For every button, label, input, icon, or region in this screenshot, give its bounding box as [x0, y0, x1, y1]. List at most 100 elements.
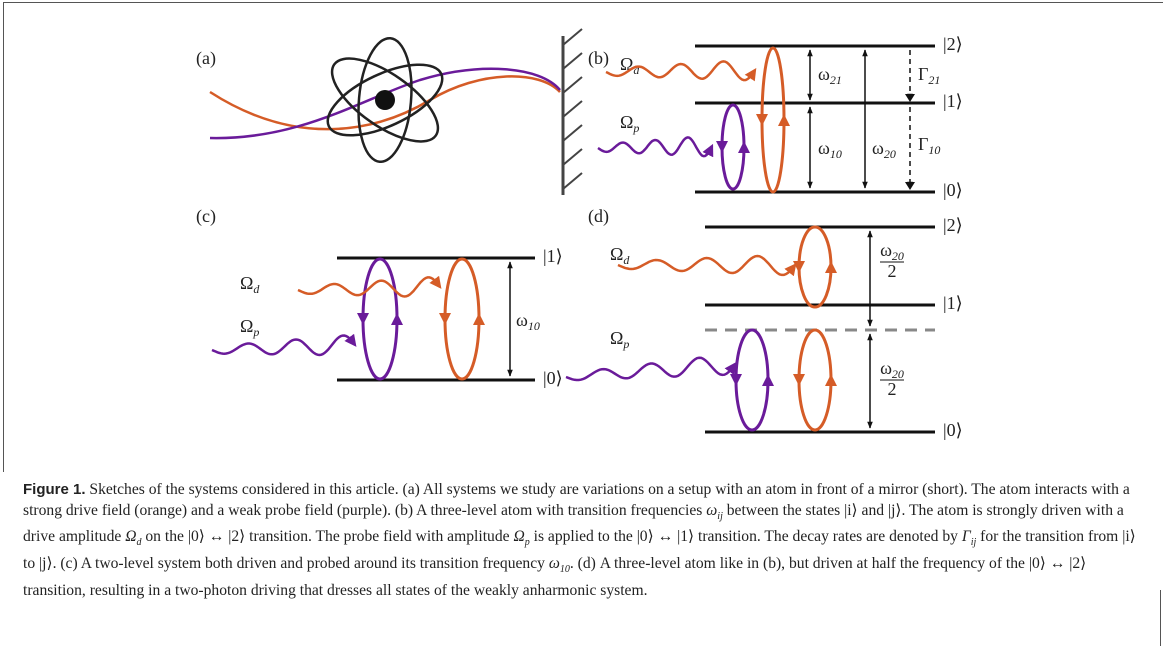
state-label: |0⟩ — [943, 420, 963, 440]
loop-arrow — [825, 261, 837, 273]
state-label: |0⟩ — [543, 368, 563, 388]
symbol-sub: d — [136, 537, 142, 549]
loop-arrow — [762, 374, 774, 386]
state-label: |2⟩ — [943, 34, 963, 54]
loop-arrow — [716, 141, 728, 153]
mirror-hatch — [562, 124, 583, 142]
loop-arrow — [778, 114, 790, 126]
frequency-label-sub: 20 — [884, 147, 896, 161]
frame-top — [3, 2, 1163, 3]
electron-orbit — [326, 63, 444, 137]
nucleus — [375, 90, 395, 110]
loop-arrow — [730, 374, 742, 386]
caption-text: . (d) A three-level atom like in (b), bu… — [23, 555, 1087, 599]
drive-label-sub: d — [253, 282, 260, 296]
field-wave — [297, 275, 442, 298]
frequency-label: ω10 — [818, 138, 842, 161]
caption-label: Figure 1. — [23, 481, 86, 498]
mirror-hatch — [562, 52, 583, 70]
state-label: |1⟩ — [943, 91, 963, 111]
loop-arrow — [825, 374, 837, 386]
mirror-hatch — [562, 148, 583, 166]
symbol-sub: ij — [717, 510, 723, 522]
field-wave — [565, 356, 737, 382]
symbol-sub: p — [524, 537, 530, 549]
decay-head — [905, 182, 915, 190]
frequency-label: ω10 — [516, 310, 540, 333]
probe-label-base: Ω — [620, 112, 633, 132]
panel-label: (b) — [588, 48, 609, 69]
drive-label: Ωd — [240, 273, 260, 296]
drive-label-base: Ω — [240, 273, 253, 293]
panel-label: (c) — [196, 206, 216, 227]
decay-label-base: Γ — [918, 134, 928, 154]
field-wave — [617, 254, 797, 277]
decay-label: Γ10 — [918, 134, 940, 157]
caption-symbol: ω10 — [548, 555, 570, 576]
field-wave — [211, 333, 357, 357]
frequency-label-base: ω — [516, 310, 528, 330]
probe-label: Ωp — [620, 112, 639, 135]
frequency-label-base: ω — [818, 64, 830, 84]
frequency-label-sub: 21 — [830, 73, 842, 87]
symbol-base: ω — [548, 555, 560, 572]
transition-loop — [797, 225, 833, 309]
decay-head — [905, 94, 915, 102]
symbol-base: Ω — [125, 528, 137, 546]
frame-right — [1160, 590, 1161, 646]
loop-arrow — [793, 374, 805, 386]
drive-label: Ωd — [610, 244, 630, 267]
loop-arrow — [439, 313, 451, 325]
caption-text: between the states |i⟩ and |j⟩. The atom… — [23, 501, 1124, 546]
fraction-numerator-sub: 20 — [892, 367, 904, 381]
decay-label-sub: 21 — [928, 73, 940, 87]
transition-loop — [720, 103, 746, 191]
loop-arrow — [738, 141, 750, 153]
transition-loop — [443, 257, 481, 381]
panel-label: (a) — [196, 48, 216, 69]
symbol-sub: 10 — [559, 564, 570, 576]
probe-label-sub: p — [252, 325, 259, 339]
symbol-base: ω — [706, 501, 718, 519]
loop-arrow — [473, 313, 485, 325]
decay-label-sub: 10 — [928, 143, 940, 157]
fraction-numerator-base: ω — [880, 240, 892, 260]
drive-label-sub: d — [623, 253, 630, 267]
transition-loop — [797, 328, 833, 432]
drive-label-base: Ω — [610, 244, 623, 264]
caption-text: Sketches of the systems considered in th… — [23, 481, 1130, 519]
caption-symbol: ωij — [706, 501, 723, 522]
fraction-denominator: 2 — [888, 261, 897, 281]
caption-symbol: Γij — [961, 528, 977, 549]
mirror-hatch — [562, 100, 583, 118]
state-label: |0⟩ — [943, 180, 963, 200]
state-label: |2⟩ — [943, 215, 963, 235]
probe-label: Ωp — [240, 316, 259, 339]
symbol-base: Γ — [961, 528, 971, 546]
panel-label: (d) — [588, 206, 609, 227]
transition-loop — [760, 46, 786, 194]
frequency-label-sub: 10 — [830, 147, 842, 161]
field-wave — [597, 136, 714, 158]
drive-label-sub: d — [633, 63, 640, 77]
fraction-numerator: ω20 — [880, 358, 904, 381]
mirror-hatch — [562, 76, 583, 94]
state-label: |1⟩ — [543, 246, 563, 266]
frequency-label-sub: 10 — [528, 319, 540, 333]
field-wave — [605, 60, 757, 82]
symbol-sub: ij — [970, 537, 977, 549]
probe-label-sub: p — [632, 121, 639, 135]
electron-orbit — [330, 57, 440, 143]
loop-arrow — [756, 114, 768, 126]
caption-text: is applied to the |0⟩ ↔ |1⟩ transition. … — [529, 528, 962, 546]
probe-field — [209, 67, 561, 140]
caption-symbol: Ωd — [125, 528, 142, 549]
caption: Figure 1. Sketches of the systems consid… — [23, 480, 1148, 601]
mirror-hatch — [562, 172, 583, 190]
frequency-label-base: ω — [818, 138, 830, 158]
state-label: |1⟩ — [943, 293, 963, 313]
probe-label: Ωp — [610, 328, 629, 351]
symbol-base: Ω — [513, 528, 525, 546]
